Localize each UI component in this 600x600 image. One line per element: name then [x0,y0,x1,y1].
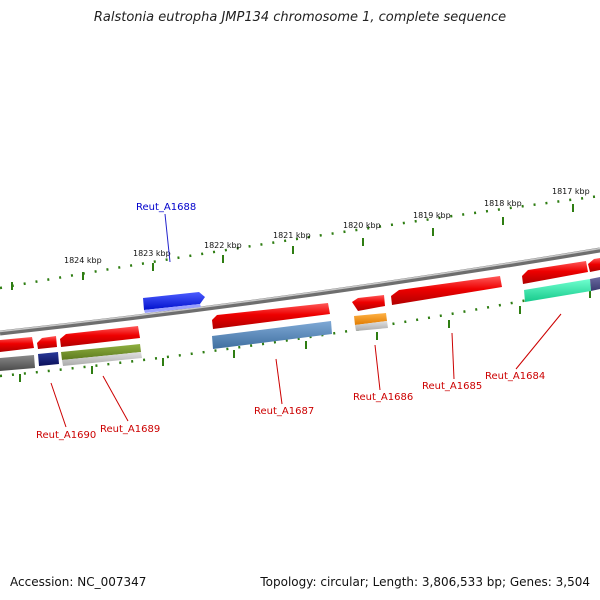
gene-reut-a1688[interactable] [143,292,205,310]
gene-reut-a1690-navy[interactable] [38,352,59,366]
kbp-label-1819: 1819 kbp [413,211,451,220]
summary-text: Topology: circular; Length: 3,806,533 bp… [260,575,590,589]
gene-label-reut-a1689[interactable]: Reut_A1689 [100,424,160,435]
gene-edge-purple[interactable] [590,277,600,291]
gene-label-reut-a1690[interactable]: Reut_A1690 [36,430,96,441]
map-title: Ralstonia eutropha JMP134 chromosome 1, … [93,10,507,25]
gene-left-red-2[interactable] [37,336,57,349]
backbone [0,247,600,336]
kbp-label-1818: 1818 kbp [484,199,522,208]
leader-lines [50,213,562,428]
gene-shadow [355,321,388,331]
gene-shadow [144,304,201,313]
gene-reut-a1687-red[interactable] [212,303,330,329]
gene-label-reut-a1688[interactable]: Reut_A1688 [136,202,196,213]
inner-tick-ring [0,284,600,378]
kbp-label-1824: 1824 kbp [64,256,102,265]
gene-reut-a1686-red[interactable] [352,295,385,311]
kbp-label-1822: 1822 kbp [204,241,242,250]
kbp-label-1817: 1817 kbp [552,187,590,196]
gene-reut-a1686-orange[interactable] [354,313,387,325]
accession-text: Accession: NC_007347 [10,575,147,589]
inner-major-ticks [19,290,591,382]
gene-label-reut-a1687[interactable]: Reut_A1687 [254,406,314,417]
kbp-label-1820: 1820 kbp [343,221,381,230]
gene-reut-a1684-red[interactable] [522,261,588,284]
gene-label-reut-a1685[interactable]: Reut_A1685 [422,381,482,392]
gene-left-gray[interactable] [0,355,35,371]
gene-left-red-1[interactable] [0,337,34,352]
backbone-highlight [0,247,600,333]
gene-reut-a1684-mint[interactable] [524,279,591,302]
gene-reut-a1689-red[interactable] [60,326,140,347]
outer-tick-ring [0,194,600,290]
gene-label-reut-a1686[interactable]: Reut_A1686 [353,392,413,403]
kbp-label-1821: 1821 kbp [273,231,311,240]
gene-shadow [62,352,142,366]
gene-edge-red[interactable] [588,258,600,272]
gene-reut-a1685[interactable] [391,276,502,305]
gene-label-reut-a1684[interactable]: Reut_A1684 [485,371,545,382]
gene-reut-a1687-steel[interactable] [212,321,332,349]
kbp-label-1823: 1823 kbp [133,249,171,258]
outer-major-ticks [11,204,574,290]
gene-reut-a1689-green[interactable] [61,344,141,360]
